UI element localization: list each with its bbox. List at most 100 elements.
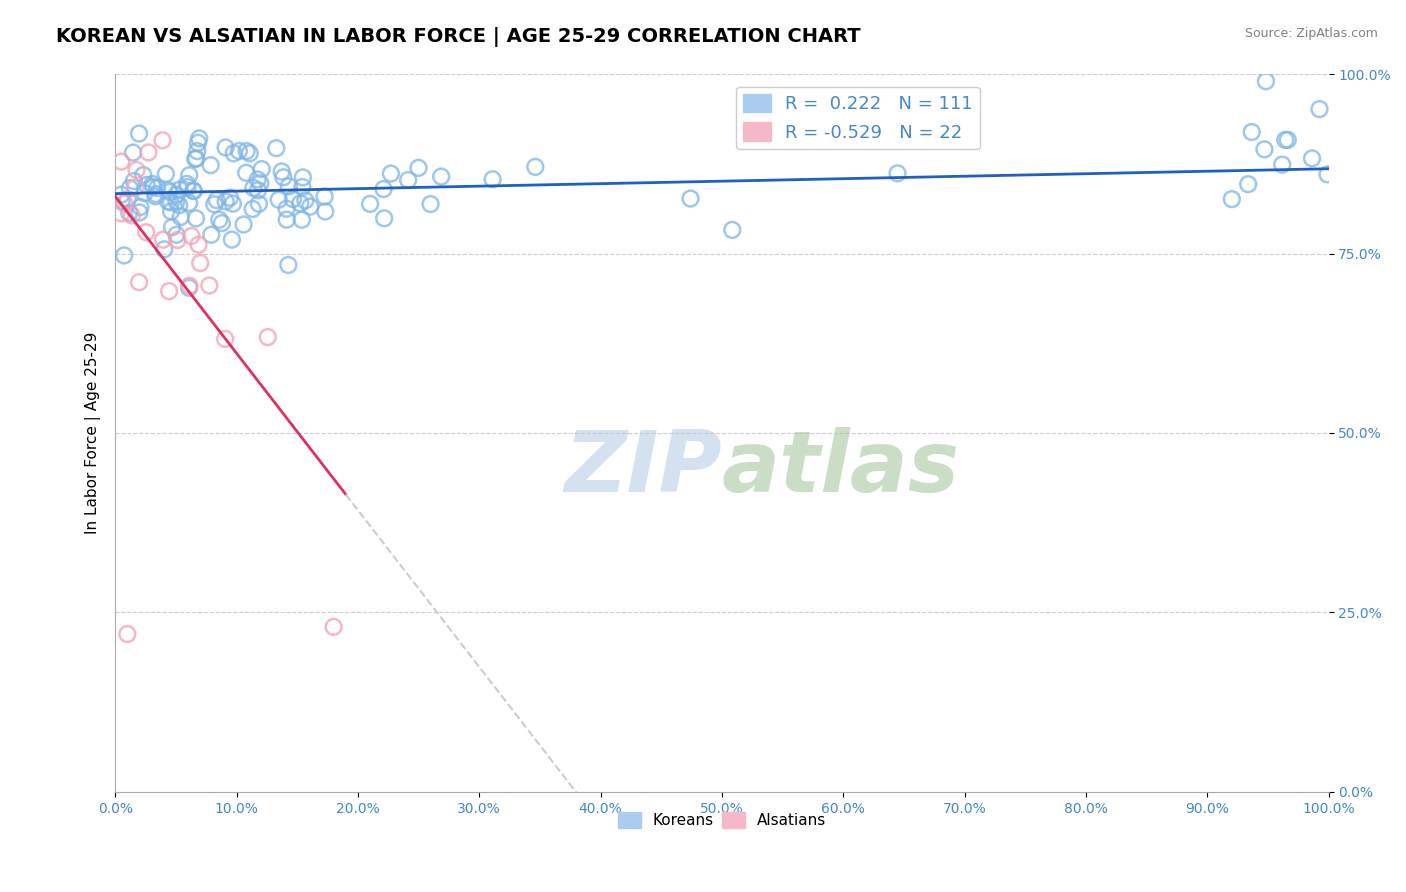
Point: [132, 168, 155, 182]
Point: [125, 163, 148, 178]
Point: [121, 208, 143, 222]
Point: [110, 154, 132, 169]
Point: [886, 166, 908, 180]
Point: [249, 176, 271, 190]
Point: [176, 180, 198, 194]
Point: [299, 200, 322, 214]
Point: [281, 192, 304, 206]
Point: [524, 160, 547, 174]
Point: [242, 181, 264, 195]
Point: [159, 185, 181, 199]
Point: [679, 192, 702, 206]
Point: [128, 127, 150, 141]
Point: [380, 167, 402, 181]
Point: [1240, 125, 1263, 139]
Point: [118, 206, 141, 220]
Point: [122, 174, 145, 188]
Point: [208, 212, 231, 227]
Point: [291, 180, 314, 194]
Point: [179, 278, 201, 293]
Point: [373, 211, 395, 226]
Point: [117, 192, 139, 206]
Point: [112, 196, 135, 211]
Point: [250, 162, 273, 177]
Point: [214, 140, 236, 154]
Point: [1308, 102, 1330, 116]
Point: [160, 220, 183, 235]
Point: [169, 183, 191, 197]
Point: [165, 187, 187, 202]
Point: [180, 229, 202, 244]
Point: [1220, 192, 1243, 206]
Point: [187, 237, 209, 252]
Point: [222, 146, 245, 161]
Point: [112, 248, 135, 262]
Point: [373, 182, 395, 196]
Point: [1253, 142, 1275, 156]
Point: [408, 161, 430, 175]
Point: [242, 202, 264, 216]
Point: [218, 191, 240, 205]
Point: [221, 233, 243, 247]
Point: [246, 172, 269, 186]
Point: [1271, 158, 1294, 172]
Point: [1274, 133, 1296, 147]
Point: [183, 184, 205, 198]
Point: [110, 206, 132, 220]
Point: [169, 210, 191, 224]
Text: KOREAN VS ALSATIAN IN LABOR FORCE | AGE 25-29 CORRELATION CHART: KOREAN VS ALSATIAN IN LABOR FORCE | AGE …: [56, 27, 860, 46]
Point: [273, 170, 295, 185]
Point: [322, 620, 344, 634]
Point: [184, 152, 207, 166]
Text: ZIP: ZIP: [564, 427, 721, 510]
Point: [184, 152, 207, 166]
Point: [181, 184, 204, 198]
Point: [276, 202, 298, 216]
Point: [266, 141, 288, 155]
Text: Source: ZipAtlas.com: Source: ZipAtlas.com: [1244, 27, 1378, 40]
Point: [135, 178, 157, 192]
Point: [111, 194, 134, 208]
Point: [721, 223, 744, 237]
Point: [166, 233, 188, 247]
Point: [235, 144, 257, 158]
Point: [294, 194, 316, 208]
Point: [122, 145, 145, 160]
Point: [291, 212, 314, 227]
Point: [1237, 177, 1260, 191]
Point: [159, 195, 181, 210]
Point: [200, 158, 222, 172]
Y-axis label: In Labor Force | Age 25-29: In Labor Force | Age 25-29: [86, 332, 101, 534]
Point: [228, 144, 250, 158]
Point: [215, 194, 238, 209]
Point: [198, 278, 221, 293]
Point: [1277, 133, 1299, 147]
Point: [118, 181, 141, 195]
Point: [153, 243, 176, 257]
Point: [246, 183, 269, 197]
Point: [419, 197, 441, 211]
Point: [1316, 167, 1339, 181]
Point: [186, 144, 208, 158]
Point: [142, 177, 165, 191]
Point: [117, 627, 139, 641]
Point: [277, 258, 299, 272]
Point: [481, 172, 503, 186]
Point: [129, 200, 152, 214]
Point: [1301, 152, 1323, 166]
Point: [134, 186, 156, 200]
Point: [142, 180, 165, 194]
Point: [184, 211, 207, 226]
Point: [235, 166, 257, 180]
Point: [167, 198, 190, 212]
Point: [211, 216, 233, 230]
Point: [128, 205, 150, 219]
Point: [160, 204, 183, 219]
Point: [128, 275, 150, 289]
Legend: Koreans, Alsatians: Koreans, Alsatians: [612, 806, 832, 835]
Point: [205, 193, 228, 207]
Text: atlas: atlas: [721, 427, 960, 510]
Point: [314, 204, 336, 219]
Point: [200, 227, 222, 242]
Point: [176, 177, 198, 191]
